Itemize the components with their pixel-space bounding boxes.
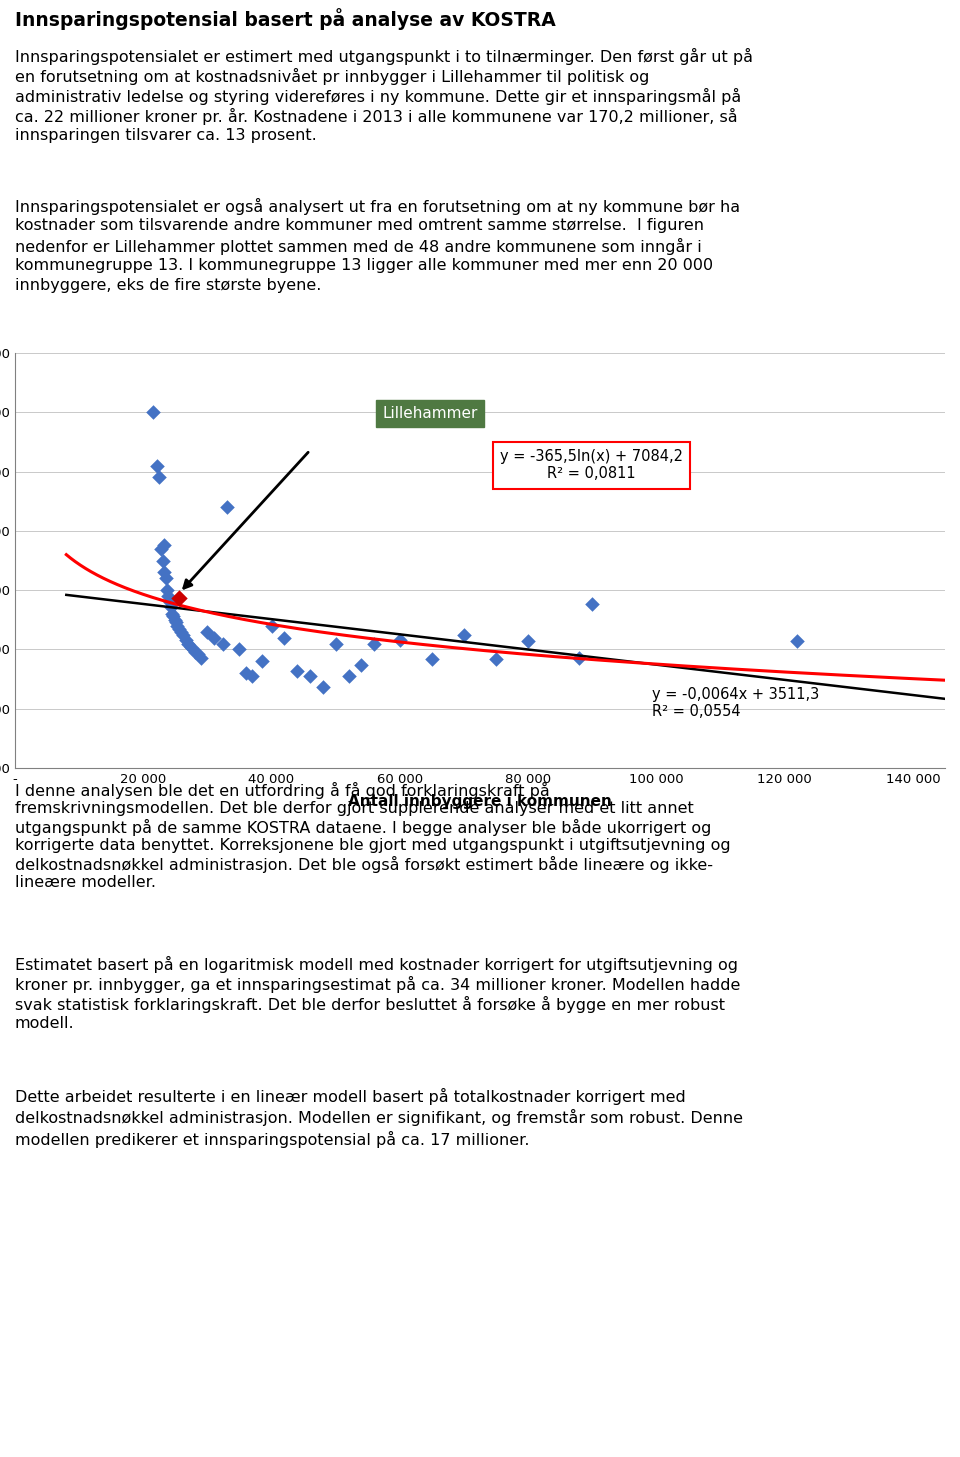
Text: utgangspunkt på de samme KOSTRA dataene. I begge analyser ble både ukorrigert og: utgangspunkt på de samme KOSTRA dataene.… <box>15 819 711 836</box>
Text: Innsparingspotensialet er estimert med utgangspunkt i to tilnærminger. Den først: Innsparingspotensialet er estimert med u… <box>15 48 753 66</box>
Point <box>166 605 181 628</box>
Point <box>200 621 215 644</box>
Point <box>254 650 270 673</box>
Point <box>159 578 175 602</box>
Point <box>183 635 199 659</box>
Point <box>424 647 440 670</box>
Point <box>158 567 174 590</box>
Text: kommunegruppe 13. I kommunegruppe 13 ligger alle kommuner med mer enn 20 000: kommunegruppe 13. I kommunegruppe 13 lig… <box>15 258 713 272</box>
Text: innbyggere, eks de fire største byene.: innbyggere, eks de fire største byene. <box>15 278 322 293</box>
Point <box>572 645 588 669</box>
Text: y = -365,5ln(x) + 7084,2
R² = 0,0811: y = -365,5ln(x) + 7084,2 R² = 0,0811 <box>500 449 684 481</box>
Point <box>264 613 279 637</box>
Text: innsparingen tilsvarer ca. 13 prosent.: innsparingen tilsvarer ca. 13 prosent. <box>15 128 317 143</box>
Point <box>171 587 186 610</box>
Point <box>164 602 180 625</box>
X-axis label: Antall innbyggere i kommunen: Antall innbyggere i kommunen <box>348 794 612 809</box>
Text: Dette arbeidet resulterte i en lineær modell basert på totalkostnader korrigert : Dette arbeidet resulterte i en lineær mo… <box>15 1088 685 1104</box>
Point <box>163 594 179 618</box>
Text: I denne analysen ble det en utfordring å få god forklaringskraft på: I denne analysen ble det en utfordring å… <box>15 782 550 798</box>
Text: kostnader som tilsvarende andre kommuner med omtrent samme størrelse.  I figuren: kostnader som tilsvarende andre kommuner… <box>15 219 704 233</box>
Point <box>353 653 369 676</box>
Point <box>392 628 407 651</box>
Point <box>290 659 305 682</box>
Point <box>328 632 344 656</box>
Point <box>341 664 356 688</box>
Text: modell.: modell. <box>15 1016 75 1032</box>
Point <box>367 632 382 656</box>
Point <box>168 610 183 634</box>
Point <box>180 632 196 656</box>
Point <box>216 632 231 656</box>
Text: Innsparingspotensialet er også analysert ut fra en forutsetning om at ny kommune: Innsparingspotensialet er også analysert… <box>15 198 740 216</box>
Point <box>276 627 292 650</box>
Text: modellen predikerer et innsparingspotensial på ca. 17 millioner.: modellen predikerer et innsparingspotens… <box>15 1131 530 1148</box>
Point <box>174 621 189 644</box>
Point <box>170 613 185 637</box>
Point <box>150 455 165 478</box>
Point <box>456 624 471 647</box>
Point <box>145 401 160 424</box>
Point <box>156 549 171 573</box>
Point <box>187 640 203 663</box>
Text: en forutsetning om at kostnadsnivået pr innbygger i Lillehammer til politisk og: en forutsetning om at kostnadsnivået pr … <box>15 68 649 85</box>
Text: delkostnadsnøkkel administrasjon. Modellen er signifikant, og fremstår som robus: delkostnadsnøkkel administrasjon. Modell… <box>15 1109 743 1126</box>
Text: Lillehammer: Lillehammer <box>382 405 478 421</box>
Text: delkostnadsnøkkel administrasjon. Det ble også forsøkt estimert både lineære og : delkostnadsnøkkel administrasjon. Det bl… <box>15 857 713 873</box>
Text: korrigerte data benyttet. Korreksjonene ble gjort med utgangspunkt i utgiftsutje: korrigerte data benyttet. Korreksjonene … <box>15 838 731 852</box>
Text: nedenfor er Lillehammer plottet sammen med de 48 andre kommunene som inngår i: nedenfor er Lillehammer plottet sammen m… <box>15 237 702 255</box>
Point <box>245 664 260 688</box>
Point <box>193 645 208 669</box>
Text: ca. 22 millioner kroner pr. år. Kostnadene i 2013 i alle kommunene var 170,2 mil: ca. 22 millioner kroner pr. år. Kostnade… <box>15 108 737 125</box>
Point <box>190 643 205 666</box>
Text: Innsparingspotensial basert på analyse av KOSTRA: Innsparingspotensial basert på analyse a… <box>15 7 556 31</box>
Point <box>219 495 234 519</box>
Point <box>156 561 172 584</box>
Text: svak statistisk forklaringskraft. Det ble derfor besluttet å forsøke å bygge en : svak statistisk forklaringskraft. Det bl… <box>15 997 725 1013</box>
Point <box>176 624 191 647</box>
Point <box>178 628 193 651</box>
Point <box>489 647 504 670</box>
Point <box>790 629 805 653</box>
Point <box>156 533 172 557</box>
Point <box>154 538 169 561</box>
Point <box>167 608 182 631</box>
Point <box>160 584 176 608</box>
Point <box>315 676 330 699</box>
Text: fremskrivningsmodellen. Det ble derfor gjort supplerende analyser med et litt an: fremskrivningsmodellen. Det ble derfor g… <box>15 800 694 816</box>
Point <box>302 664 318 688</box>
Point <box>231 638 247 661</box>
Point <box>238 661 253 685</box>
Point <box>162 590 178 613</box>
Text: kroner pr. innbygger, ga et innsparingsestimat på ca. 34 millioner kroner. Model: kroner pr. innbygger, ga et innsparingse… <box>15 976 740 994</box>
Text: administrativ ledelse og styring videreføres i ny kommune. Dette gir et innspari: administrativ ledelse og styring videref… <box>15 87 741 105</box>
Text: y = -0,0064x + 3511,3
R² = 0,0554: y = -0,0064x + 3511,3 R² = 0,0554 <box>652 688 819 720</box>
Point <box>152 466 167 490</box>
Point <box>206 627 222 650</box>
Point <box>585 593 600 616</box>
Point <box>172 618 187 641</box>
Point <box>520 629 536 653</box>
Text: lineære modeller.: lineære modeller. <box>15 876 156 890</box>
Text: Estimatet basert på en logaritmisk modell med kostnader korrigert for utgiftsutj: Estimatet basert på en logaritmisk model… <box>15 956 738 973</box>
